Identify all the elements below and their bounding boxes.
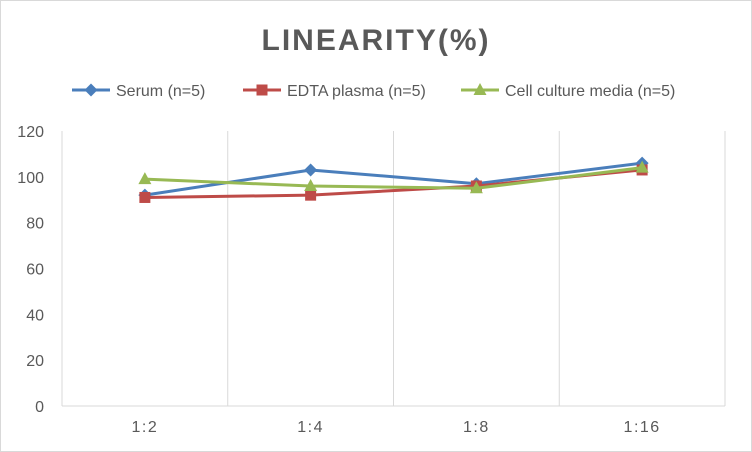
x-tick-label: 1:8 bbox=[463, 419, 490, 436]
series-layer bbox=[138, 156, 649, 203]
data-point bbox=[469, 181, 483, 194]
y-tick-label: 80 bbox=[26, 216, 44, 233]
data-point bbox=[304, 179, 318, 191]
legend-swatch-marker bbox=[256, 84, 268, 96]
data-point bbox=[635, 160, 649, 173]
legend-swatch-marker bbox=[84, 83, 98, 97]
series-line bbox=[144, 166, 643, 190]
x-tick-label: 1:16 bbox=[624, 419, 661, 436]
x-tick-label: 1:4 bbox=[297, 419, 324, 436]
legend-label: Serum (n=5) bbox=[116, 83, 205, 100]
data-point bbox=[139, 191, 151, 203]
data-point bbox=[305, 189, 317, 201]
y-tick-label: 40 bbox=[26, 307, 44, 324]
y-tick-label: 0 bbox=[35, 399, 44, 416]
y-tick-label: 20 bbox=[26, 353, 44, 370]
data-point bbox=[304, 163, 318, 177]
y-tick-label: 60 bbox=[26, 262, 44, 279]
data-point bbox=[138, 172, 152, 185]
x-axis: 1:2 1:4 1:8 1:16 bbox=[132, 419, 661, 436]
plot-grid bbox=[61, 131, 726, 407]
x-tick-label: 1:2 bbox=[132, 419, 159, 436]
chart-title: LINEARITY(%) bbox=[262, 24, 491, 57]
y-tick-label: 100 bbox=[17, 170, 44, 187]
legend-label: EDTA plasma (n=5) bbox=[287, 83, 426, 100]
legend-label: Cell culture media (n=5) bbox=[505, 83, 675, 100]
y-axis: 0 20 40 60 80 100 120 bbox=[17, 124, 44, 416]
chart-legend: Serum (n=5) EDTA plasma (n=5) Cell culture… bbox=[72, 83, 675, 100]
legend-swatch-marker bbox=[473, 83, 487, 95]
y-tick-label: 120 bbox=[17, 124, 44, 141]
